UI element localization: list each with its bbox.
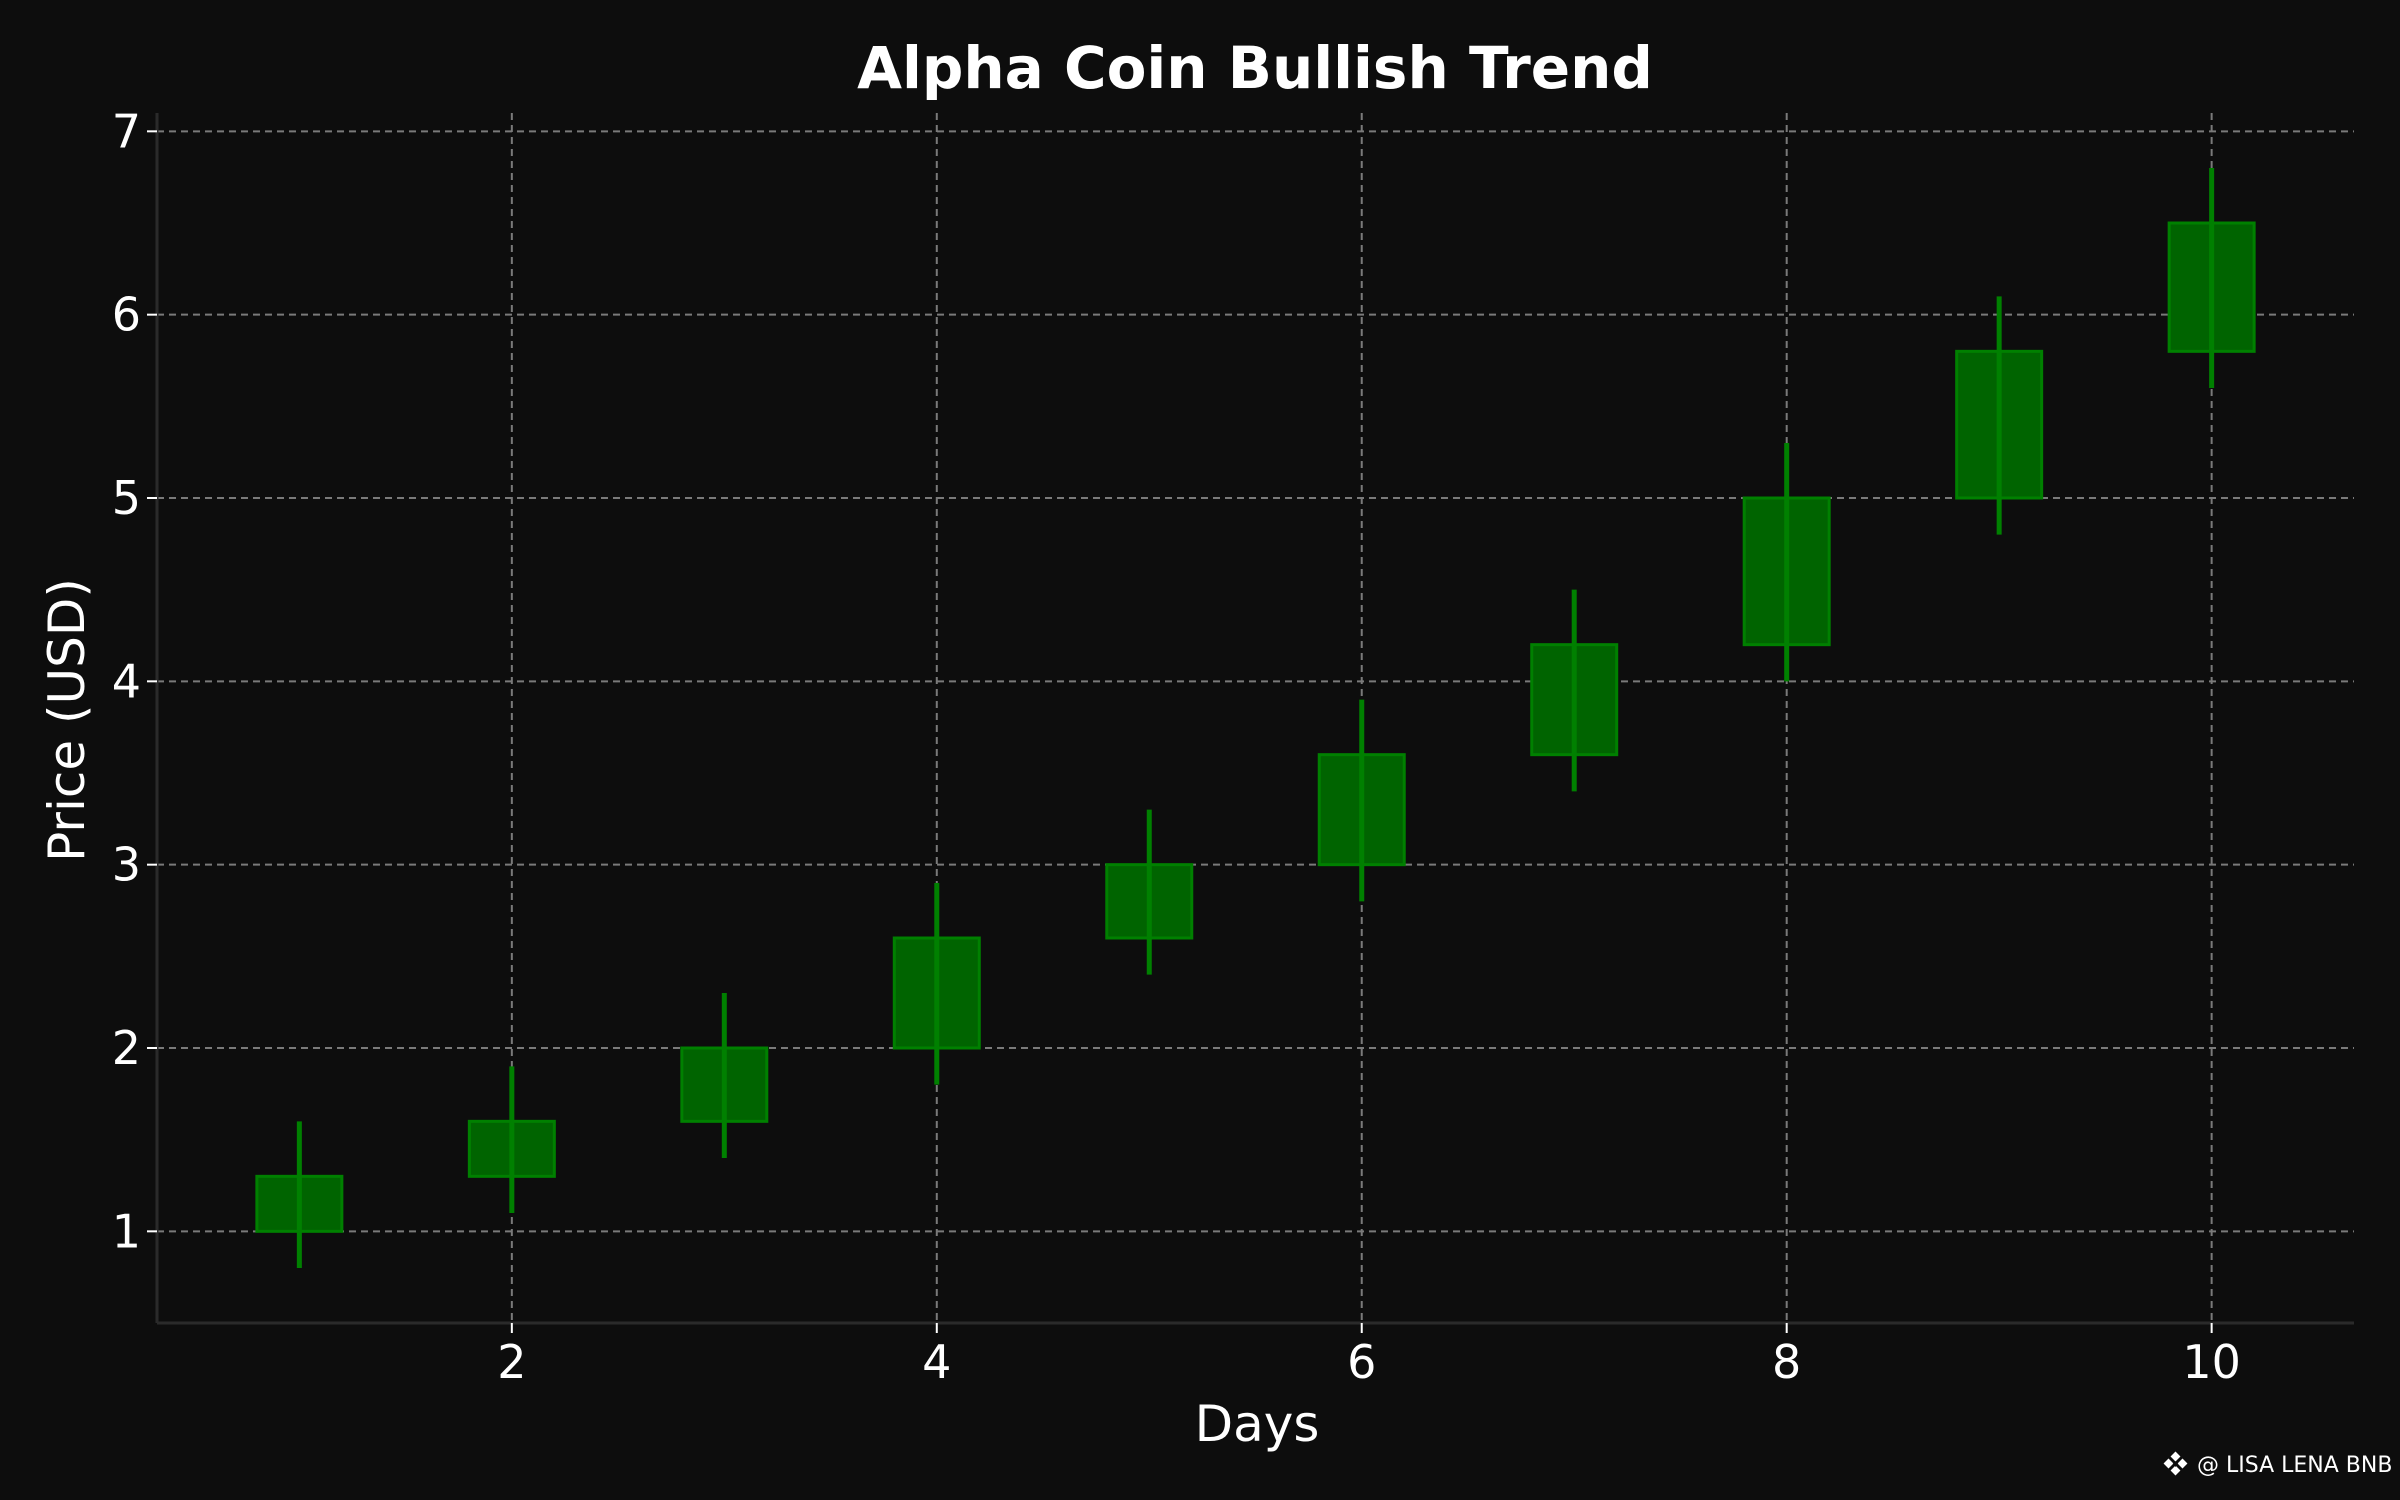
candle-day-2 (467, 1066, 556, 1213)
y-tick-label: 3 (112, 838, 141, 892)
candle-day-6 (1317, 699, 1406, 902)
y-tick-label: 7 (112, 104, 141, 158)
y-tick-label: 1 (112, 1204, 141, 1258)
candle-day-3 (680, 993, 769, 1158)
candle-layer (255, 168, 2256, 1268)
x-tick-label: 8 (1772, 1335, 1801, 1389)
y-tick-label: 5 (112, 471, 141, 525)
candle-day-10 (2167, 168, 2256, 388)
watermark: @ LISA LENA BNB (2163, 1451, 2392, 1478)
x-tick-label: 6 (1347, 1335, 1376, 1389)
chart-title: Alpha Coin Bullish Trend (857, 34, 1653, 102)
candle-day-5 (1105, 809, 1194, 975)
candle-day-4 (892, 883, 981, 1085)
candle-day-8 (1742, 443, 1831, 682)
candle-day-7 (1530, 589, 1619, 792)
candle-day-9 (1955, 296, 2044, 535)
x-axis-label: Days (1195, 1395, 1320, 1453)
candle-day-1 (255, 1121, 344, 1268)
x-tick-label: 10 (2182, 1335, 2241, 1389)
y-tick-label: 2 (112, 1021, 141, 1075)
y-tick-label: 4 (112, 654, 141, 708)
binance-diamond-icon (2163, 1451, 2188, 1476)
x-tick-label: 4 (922, 1335, 951, 1389)
watermark-text: @ LISA LENA BNB (2197, 1453, 2392, 1478)
y-tick-label: 6 (112, 288, 141, 342)
y-axis-label: Price (USD) (38, 578, 96, 862)
grid-layer (157, 113, 2354, 1323)
x-tick-label: 2 (497, 1335, 526, 1389)
